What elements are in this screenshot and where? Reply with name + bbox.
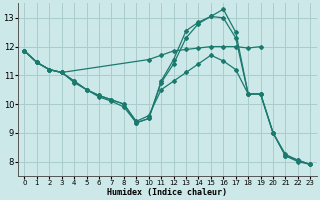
X-axis label: Humidex (Indice chaleur): Humidex (Indice chaleur) bbox=[108, 188, 228, 197]
